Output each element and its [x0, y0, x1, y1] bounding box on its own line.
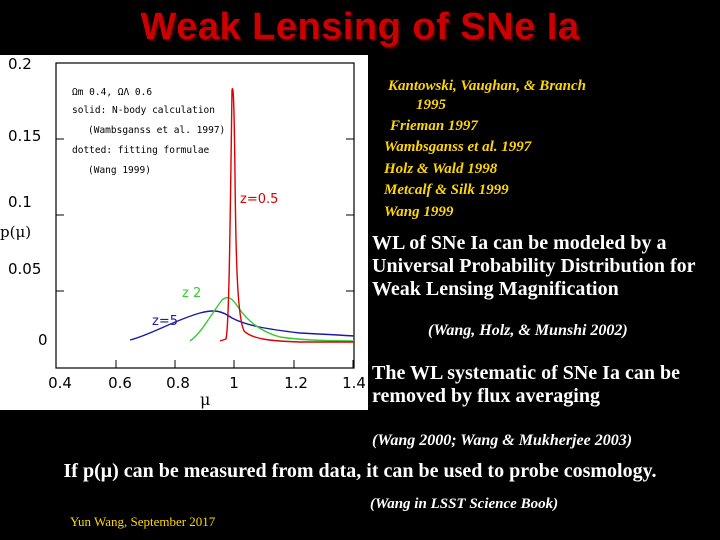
reference-list: Kantowski, Vaughan, & Branch 1995 Friema…: [384, 76, 714, 223]
lsst-citation: (Wang in LSST Science Book): [370, 496, 559, 512]
reference-item: Kantowski, Vaughan, & Branch: [388, 78, 586, 94]
wl-modeled-text: WL of SNe Ia can be modeled by a Univers…: [372, 232, 696, 300]
cosmology-statement: If p(μ) can be measured from data, it ca…: [63, 460, 657, 482]
reference-item: 1995: [416, 96, 446, 113]
x-tick-label: 1.2: [284, 374, 308, 392]
curve-z5: [129, 310, 355, 341]
y-tick-label: 0.05: [8, 260, 41, 278]
x-tick-label: 0.6: [108, 374, 132, 392]
reference-item: Metcalf & Silk 1999: [384, 182, 509, 198]
curve-z2: [189, 296, 355, 342]
footer-author-date: Yun Wang, September 2017: [70, 514, 216, 529]
legend-line: Ωm 0.4, ΩΛ 0.6: [72, 87, 152, 98]
legend-line: (Wambsganss et al. 1997): [88, 125, 225, 136]
curve-label-z5: z=5: [152, 314, 178, 329]
x-tick-label: 0.4: [48, 374, 72, 392]
y-axis-label: p(μ): [0, 223, 31, 241]
y-tick-label: 0.2: [8, 55, 32, 73]
wl-systematic-text: The WL systematic of SNe Ia can be remov…: [372, 362, 680, 407]
reference-item: Wang 1999: [384, 203, 454, 220]
y-tick-label: 0.1: [8, 193, 32, 211]
y-tick-label: 0: [38, 331, 48, 349]
curve-label-z2: z 2: [182, 286, 201, 301]
x-axis-label: μ: [200, 390, 210, 409]
curve-z05: [219, 88, 354, 343]
wl-systematic-citation: (Wang 2000; Wang & Mukherjee 2003): [372, 432, 633, 449]
y-tick-label: 0.15: [8, 127, 41, 145]
legend-line: (Wang 1999): [88, 165, 151, 176]
x-tick-label: 0.8: [166, 374, 190, 392]
x-tick-label: 1.4: [342, 374, 366, 392]
legend-line: solid: N-body calculation: [72, 105, 215, 116]
plot-svg: 0.2 0.15 0.1 0.05 0 0.4 0.6 0.8 1 1.2 1.…: [0, 55, 366, 409]
reference-item: Frieman 1997: [390, 117, 478, 134]
reference-item: Wambsganss et al. 1997: [384, 139, 532, 155]
y-tick-marks: [56, 62, 354, 369]
reference-item: Holz & Wald 1998: [384, 160, 498, 177]
legend-line: dotted: fitting formulae: [72, 145, 210, 156]
slide-title: Weak Lensing of SNe Ia: [140, 6, 580, 48]
curve-label-z05: z=0.5: [240, 192, 278, 207]
x-tick-marks: [55, 360, 354, 368]
wl-modeled-citation: (Wang, Holz, & Munshi 2002): [428, 322, 628, 339]
magnification-pdf-plot: 0.2 0.15 0.1 0.05 0 0.4 0.6 0.8 1 1.2 1.…: [0, 55, 368, 410]
x-tick-label: 1: [229, 374, 239, 392]
